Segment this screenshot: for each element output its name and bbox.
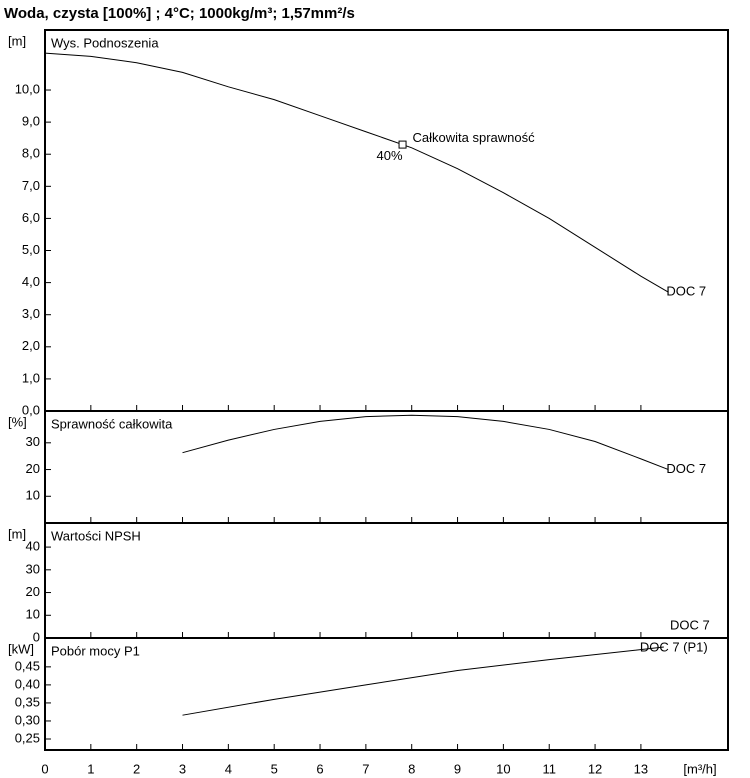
series-label: DOC 7 xyxy=(670,617,710,632)
x-tick-label: 7 xyxy=(362,761,369,776)
y-unit: [m] xyxy=(8,33,26,48)
x-tick-label: 5 xyxy=(271,761,278,776)
x-axis-label: [m³/h] xyxy=(683,761,716,776)
y-tick-label: 8,0 xyxy=(22,146,40,161)
y-tick-label: 40 xyxy=(26,539,40,554)
x-tick-label: 11 xyxy=(542,761,556,776)
y-tick-label: 3,0 xyxy=(22,306,40,321)
series-label: DOC 7 (P1) xyxy=(640,639,708,654)
y-tick-label: 20 xyxy=(26,584,40,599)
y-tick-label: 0,30 xyxy=(15,712,40,727)
panel-title: Sprawność całkowita xyxy=(51,416,173,431)
y-unit: [%] xyxy=(8,414,27,429)
y-tick-label: 20 xyxy=(26,461,40,476)
chart-title: Woda, czysta [100%] ; 4°C; 1000kg/m³; 1,… xyxy=(4,5,355,22)
x-tick-label: 9 xyxy=(454,761,461,776)
y-tick-label: 6,0 xyxy=(22,210,40,225)
y-unit: [m] xyxy=(8,526,26,541)
y-tick-label: 0,35 xyxy=(15,694,40,709)
x-tick-label: 2 xyxy=(133,761,140,776)
y-tick-label: 0 xyxy=(33,629,40,644)
y-tick-label: 30 xyxy=(26,434,40,449)
x-tick-label: 8 xyxy=(408,761,415,776)
curve xyxy=(182,646,664,716)
y-tick-label: 5,0 xyxy=(22,242,40,257)
y-tick-label: 0,0 xyxy=(22,402,40,417)
y-tick-label: 10 xyxy=(26,488,40,503)
x-tick-label: 1 xyxy=(87,761,94,776)
y-tick-label: 0,40 xyxy=(15,676,40,691)
annotation-marker xyxy=(398,140,407,149)
annotation-text: Całkowita sprawność xyxy=(413,130,536,145)
panel-frame xyxy=(44,522,729,639)
y-tick-label: 7,0 xyxy=(22,178,40,193)
x-tick-label: 3 xyxy=(179,761,186,776)
panel-title: Wartości NPSH xyxy=(51,528,141,543)
y-tick-label: 9,0 xyxy=(22,114,40,129)
series-label: DOC 7 xyxy=(666,284,706,299)
y-unit: [kW] xyxy=(8,641,34,656)
x-tick-label: 10 xyxy=(496,761,510,776)
annotation-label: 40% xyxy=(377,148,403,163)
y-tick-label: 4,0 xyxy=(22,274,40,289)
y-tick-label: 2,0 xyxy=(22,338,40,353)
y-tick-label: 30 xyxy=(26,561,40,576)
series-label: DOC 7 xyxy=(666,461,706,476)
x-tick-label: 12 xyxy=(588,761,602,776)
y-tick-label: 10,0 xyxy=(15,81,40,96)
y-tick-label: 1,0 xyxy=(22,370,40,385)
curve xyxy=(182,414,669,471)
x-tick-label: 0 xyxy=(41,761,48,776)
x-tick-label: 6 xyxy=(316,761,323,776)
panel-frame xyxy=(44,29,729,412)
y-tick-label: 0,45 xyxy=(15,658,40,673)
x-tick-label: 13 xyxy=(634,761,648,776)
curve xyxy=(44,52,669,293)
y-tick-label: 0,25 xyxy=(15,730,40,745)
panel-frame xyxy=(44,637,729,751)
panel-title: Pobór mocy P1 xyxy=(51,643,140,658)
panel-title: Wys. Podnoszenia xyxy=(51,35,159,50)
x-tick-label: 4 xyxy=(225,761,232,776)
y-tick-label: 10 xyxy=(26,607,40,622)
